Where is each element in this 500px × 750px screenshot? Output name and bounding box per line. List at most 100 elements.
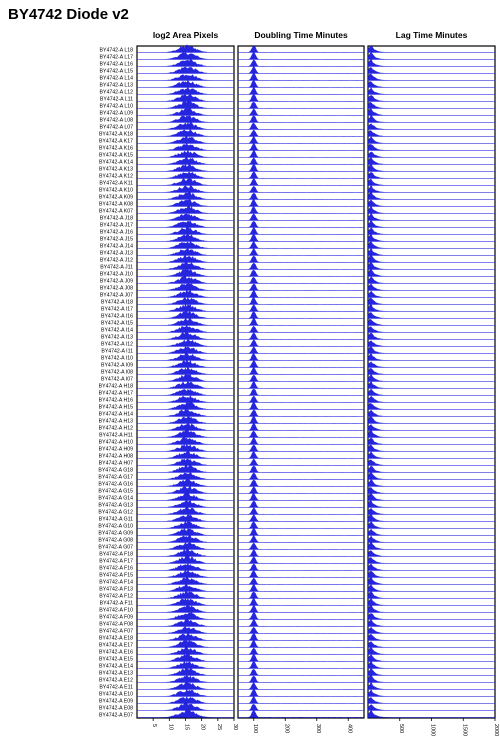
row-label: BY4742-A I09 [101,362,133,368]
ridge-density [137,388,234,396]
ridge-density [137,86,234,95]
ridge-density [367,114,495,123]
ridge-density [367,326,495,333]
ridge-density [367,563,495,571]
ridge-density [137,598,234,606]
ridge-density [137,604,234,613]
row-label: BY4742-A K07 [99,208,133,214]
ridge-density [238,415,365,424]
ridge-density [137,667,234,676]
ridge-density [238,555,365,564]
row-label: BY4742-A H18 [99,383,133,389]
row-label: BY4742-A J08 [100,285,133,291]
ridge-density [137,142,234,151]
panel-frame [367,45,496,719]
ridge-density [238,444,365,452]
ridge-density [238,639,365,648]
panel-title: Lag Time Minutes [396,30,468,40]
ridge-density [238,527,365,536]
x-tick-label: 10 [167,724,173,730]
panel-2: Doubling Time Minutes 100 200 300 400 [237,30,365,733]
x-tick-label: 25 [216,724,222,730]
ridge-density [238,591,365,599]
row-label: BY4742-A G07 [98,544,133,550]
ridge-density [137,338,234,347]
ridge-density [367,233,495,242]
row-label: BY4742-A G18 [98,467,133,473]
ridge-density [367,626,495,634]
ridge-density [367,318,495,326]
ridge-density [238,521,365,529]
row-label: BY4742-A E07 [99,712,133,718]
ridge-density [367,268,495,277]
ridge-density [367,478,495,487]
ridge-density [367,646,495,655]
ridge-density [367,247,495,256]
row-label: BY4742-A E11 [99,684,133,690]
row-label: BY4742-A H17 [99,390,133,396]
ridge-density [238,269,365,277]
ridge-density [137,569,234,578]
ridge-density [367,689,495,697]
ridge-density [238,681,365,690]
ridge-density [367,409,495,417]
ridge-density [238,604,365,613]
ridge-density [137,458,234,466]
ridge-density [238,500,365,508]
ridge-density [367,95,495,102]
row-label: BY4742-A J13 [100,250,133,256]
ridge-density [238,129,365,137]
ridge-density [137,702,234,711]
x-tick-label: 200 [283,724,289,733]
ridge-density [367,541,495,550]
ridge-density [238,472,365,480]
ridge-density [367,81,495,88]
ridge-density [137,178,234,186]
x-tick-label: 1500 [461,724,467,736]
ridge-density [367,535,495,543]
ridge-density [367,704,495,711]
row-label: BY4742-A H09 [99,446,133,452]
row-label: BY4742-A L12 [100,89,134,95]
row-label: BY4742-A E13 [99,670,133,676]
row-label: BY4742-A L11 [100,96,133,102]
row-label: BY4742-A H07 [99,460,133,466]
ridge-density [367,261,495,270]
ridge-density [137,682,234,690]
row-label: BY4742-A I07 [101,376,133,382]
ridge-density [137,632,234,641]
ridge-density [238,304,365,312]
ridge-density [238,325,365,333]
ridge-density [238,149,365,158]
row-label: BY4742-A H13 [99,418,133,424]
ridge-density [367,340,495,347]
ridge-density [238,534,365,543]
ridge-density [238,115,365,123]
ridge-density [238,226,365,235]
ridge-density [367,660,495,669]
ridge-density [238,247,365,256]
ridge-density [238,458,365,466]
ridge-density [238,101,365,109]
ridge-density [137,247,234,256]
ridge-density [238,192,365,200]
ridge-density [137,310,234,319]
ridge-density [367,429,495,438]
row-label: BY4742-A I12 [101,341,133,347]
ridge-density [367,465,495,473]
panel-3: Lag Time Minutes 500 1000 1500 2000 [367,30,499,736]
ridge-density [137,129,234,137]
ridge-density [137,674,234,683]
ridge-density [238,611,365,620]
ridge-density [238,86,365,95]
ridge-density [238,94,365,102]
row-label: BY4742-A K08 [99,201,133,207]
ridge-density [367,283,495,291]
row-label: BY4742-A I10 [101,355,133,361]
ridge-density [137,443,234,452]
ridge-density [238,135,365,144]
ridge-density [367,136,495,144]
